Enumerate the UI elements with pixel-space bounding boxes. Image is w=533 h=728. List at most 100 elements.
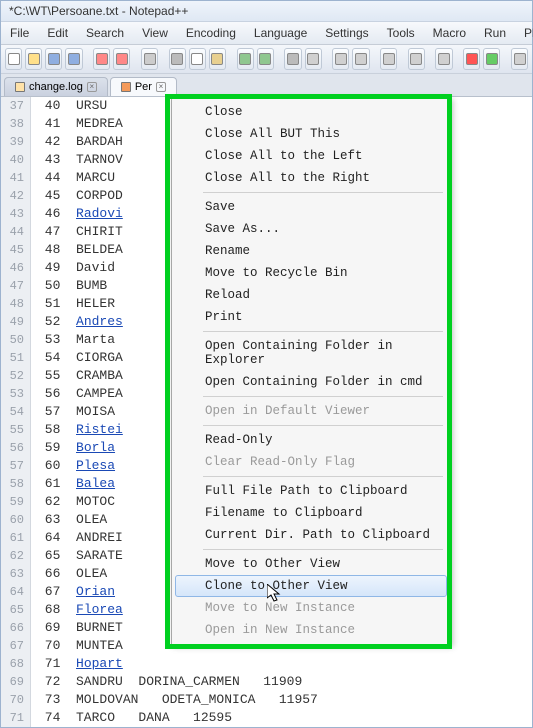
line-number: 50 <box>1 331 31 349</box>
line-number: 66 <box>1 619 31 637</box>
tab-label: change.log <box>29 81 83 93</box>
new-button[interactable] <box>5 48 22 70</box>
cut-icon <box>171 53 183 65</box>
menu-item-open-in-new-instance: Open in New Instance <box>175 619 447 641</box>
line-number: 52 <box>1 367 31 385</box>
menu-item-clone-to-other-view[interactable]: Clone to Other View <box>175 575 447 597</box>
menu-item-close[interactable]: Close <box>175 101 447 123</box>
copy-button[interactable] <box>189 48 206 70</box>
zoom-in-button[interactable] <box>332 48 349 70</box>
undo-button[interactable] <box>237 48 254 70</box>
line-text: 73 MOLDOVAN ODETA_MONICA 11957 <box>31 691 318 709</box>
menubar-item-view[interactable]: View <box>133 24 177 42</box>
open-button[interactable] <box>25 48 42 70</box>
plugins-button[interactable] <box>511 48 528 70</box>
print-icon <box>144 53 156 65</box>
menu-item-save[interactable]: Save <box>175 196 447 218</box>
window-title: *C:\WT\Persoane.txt - Notepad++ <box>9 4 188 18</box>
menubar-item-settings[interactable]: Settings <box>316 24 377 42</box>
line-number: 69 <box>1 673 31 691</box>
menubar-item-macro[interactable]: Macro <box>424 24 475 42</box>
line-number: 67 <box>1 637 31 655</box>
menu-item-open-containing-folder-in-explorer[interactable]: Open Containing Folder in Explorer <box>175 335 447 371</box>
menu-item-reload[interactable]: Reload <box>175 284 447 306</box>
menubar-item-run[interactable]: Run <box>475 24 515 42</box>
menu-item-full-file-path-to-clipboard[interactable]: Full File Path to Clipboard <box>175 480 447 502</box>
redo-button[interactable] <box>257 48 274 70</box>
line-number: 59 <box>1 493 31 511</box>
menubar-item-file[interactable]: File <box>1 24 38 42</box>
line-number: 44 <box>1 223 31 241</box>
line-text: 51 HELER <box>31 295 115 313</box>
replace-button[interactable] <box>305 48 322 70</box>
tabbar: change.log×Per× <box>1 74 532 97</box>
close-button[interactable] <box>93 48 110 70</box>
tab-change-log[interactable]: change.log × <box>4 77 108 96</box>
print-button[interactable] <box>141 48 158 70</box>
indent-button[interactable] <box>435 48 452 70</box>
menu-item-move-to-other-view[interactable]: Move to Other View <box>175 553 447 575</box>
run-button[interactable] <box>483 48 500 70</box>
paste-button[interactable] <box>209 48 226 70</box>
close-all-button[interactable] <box>113 48 130 70</box>
line-text: 60 Plesa <box>31 457 115 475</box>
menu-item-close-all-but-this[interactable]: Close All BUT This <box>175 123 447 145</box>
close-icon[interactable]: × <box>156 82 166 92</box>
menu-item-close-all-to-the-right[interactable]: Close All to the Right <box>175 167 447 189</box>
menubar-item-language[interactable]: Language <box>245 24 316 42</box>
editor-line[interactable]: 69 72 SANDRU DORINA_CARMEN 11909 <box>1 673 532 691</box>
line-text: 50 BUMB <box>31 277 107 295</box>
editor-line[interactable]: 70 73 MOLDOVAN ODETA_MONICA 11957 <box>1 691 532 709</box>
menu-item-rename[interactable]: Rename <box>175 240 447 262</box>
menubar-item-search[interactable]: Search <box>77 24 133 42</box>
save-all-button[interactable] <box>65 48 82 70</box>
save-button[interactable] <box>45 48 62 70</box>
context-menu: CloseClose All BUT ThisClose All to the … <box>171 97 451 645</box>
line-number: 51 <box>1 349 31 367</box>
line-number: 71 <box>1 709 31 727</box>
line-text: 52 Andres <box>31 313 123 331</box>
hidden-button[interactable] <box>408 48 425 70</box>
macro-button[interactable] <box>463 48 480 70</box>
zoom-out-button[interactable] <box>352 48 369 70</box>
line-text: 47 CHIRIT <box>31 223 123 241</box>
menu-item-read-only[interactable]: Read-Only <box>175 429 447 451</box>
menu-item-move-to-recycle-bin[interactable]: Move to Recycle Bin <box>175 262 447 284</box>
editor-line[interactable]: 71 74 TARCO DANA 12595 <box>1 709 532 727</box>
menubar-item-encoding[interactable]: Encoding <box>177 24 245 42</box>
close-all-icon <box>116 53 128 65</box>
line-number: 60 <box>1 511 31 529</box>
line-text: 57 MOISA <box>31 403 115 421</box>
menubar-item-edit[interactable]: Edit <box>38 24 77 42</box>
line-number: 64 <box>1 583 31 601</box>
tab-per[interactable]: Per× <box>110 77 177 96</box>
menu-item-filename-to-clipboard[interactable]: Filename to Clipboard <box>175 502 447 524</box>
line-text: 44 MARCU <box>31 169 115 187</box>
editor-line[interactable]: 68 71 Hopart <box>1 655 532 673</box>
menu-item-print[interactable]: Print <box>175 306 447 328</box>
close-icon[interactable]: × <box>87 82 97 92</box>
menu-item-current-dir-path-to-clipboard[interactable]: Current Dir. Path to Clipboard <box>175 524 447 546</box>
file-icon <box>121 82 131 92</box>
wrap-button[interactable] <box>380 48 397 70</box>
menu-item-save-as-[interactable]: Save As... <box>175 218 447 240</box>
line-text: 40 URSU <box>31 97 107 115</box>
menubar-item-pl[interactable]: Pl <box>515 24 533 42</box>
line-number: 55 <box>1 421 31 439</box>
menubar-item-tools[interactable]: Tools <box>378 24 424 42</box>
menu-item-open-in-default-viewer: Open in Default Viewer <box>175 400 447 422</box>
menu-separator <box>203 192 443 193</box>
line-number: 48 <box>1 295 31 313</box>
line-text: 72 SANDRU DORINA_CARMEN 11909 <box>31 673 302 691</box>
find-button[interactable] <box>284 48 301 70</box>
line-number: 61 <box>1 529 31 547</box>
redo-icon <box>259 53 271 65</box>
line-number: 53 <box>1 385 31 403</box>
line-text: 61 Balea <box>31 475 115 493</box>
menu-item-close-all-to-the-left[interactable]: Close All to the Left <box>175 145 447 167</box>
menu-item-open-containing-folder-in-cmd[interactable]: Open Containing Folder in cmd <box>175 371 447 393</box>
cut-button[interactable] <box>169 48 186 70</box>
editor-area: 37 40 URSU38 41 MEDREA39 42 BARDAH40 43 … <box>1 97 532 727</box>
save-all-icon <box>68 53 80 65</box>
line-text: 58 Ristei <box>31 421 123 439</box>
